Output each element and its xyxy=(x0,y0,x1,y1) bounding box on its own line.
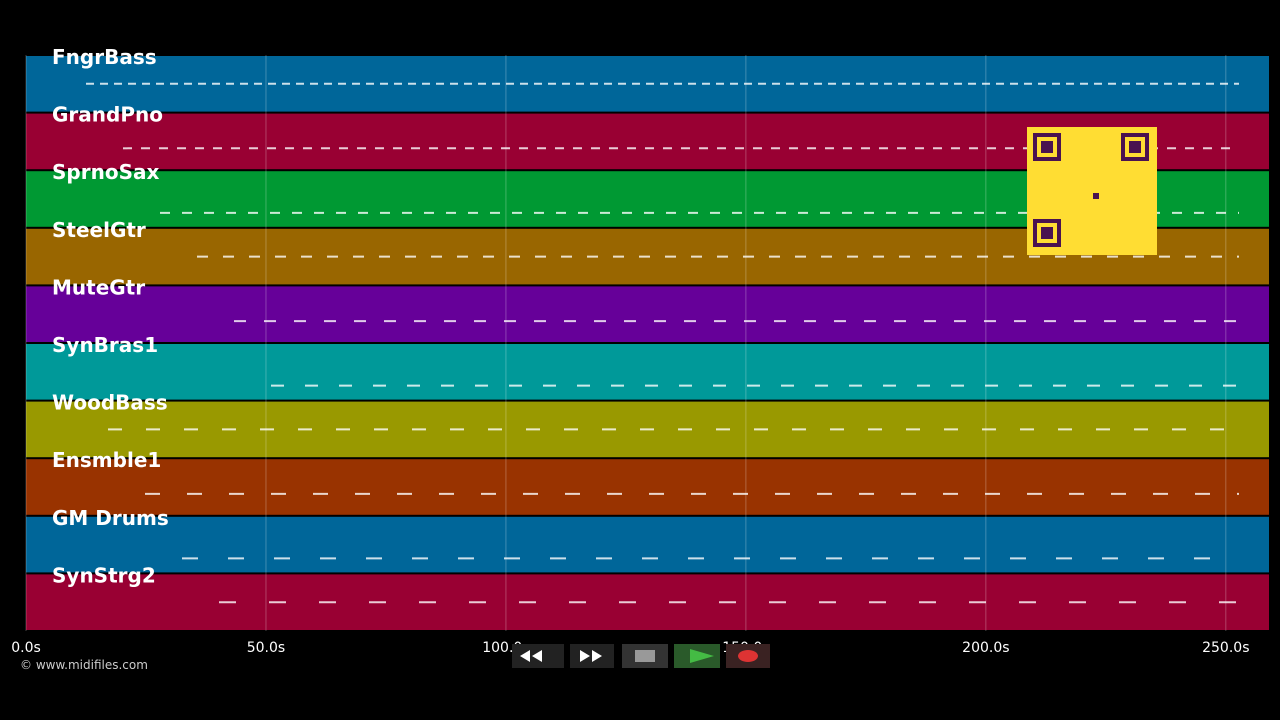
track-name: WoodBass xyxy=(52,391,168,415)
forward-icon xyxy=(580,650,602,662)
qr-finder-dot xyxy=(1129,141,1141,153)
track-lane xyxy=(26,344,1269,400)
qr-finder-dot xyxy=(1041,141,1053,153)
track-lane xyxy=(26,459,1269,515)
qr-module xyxy=(1093,193,1099,199)
controls xyxy=(512,644,770,668)
track-name: MuteGtr xyxy=(52,275,145,299)
rewind-icon xyxy=(520,650,542,662)
qr-code xyxy=(1027,127,1157,255)
track-lane xyxy=(26,516,1269,573)
stop-icon xyxy=(635,650,655,662)
time-tick-label: 50.0s xyxy=(247,640,285,656)
time-tick-label: 200.0s xyxy=(962,640,1009,656)
track-name: Ensmble1 xyxy=(52,448,161,472)
track-name: SteelGtr xyxy=(52,218,146,242)
track-lane xyxy=(26,286,1269,342)
qr-finder-dot xyxy=(1041,227,1053,239)
track-name: GM Drums xyxy=(52,506,169,530)
time-tick-label: 0.0s xyxy=(11,640,41,656)
record-icon xyxy=(738,650,758,662)
copyright: © www.midifiles.com xyxy=(20,658,148,672)
track-name: SynBras1 xyxy=(52,333,158,357)
track-name: SprnoSax xyxy=(52,160,159,184)
time-tick-label: 250.0s xyxy=(1202,640,1249,656)
play-icon xyxy=(690,649,714,663)
track-name: GrandPno xyxy=(52,103,163,127)
labels: FngrBass GrandPno SprnoSax SteelGtr MuteGtr S… xyxy=(52,45,169,587)
track-name: SynStrg2 xyxy=(52,563,156,587)
track-name: FngrBass xyxy=(52,45,157,69)
